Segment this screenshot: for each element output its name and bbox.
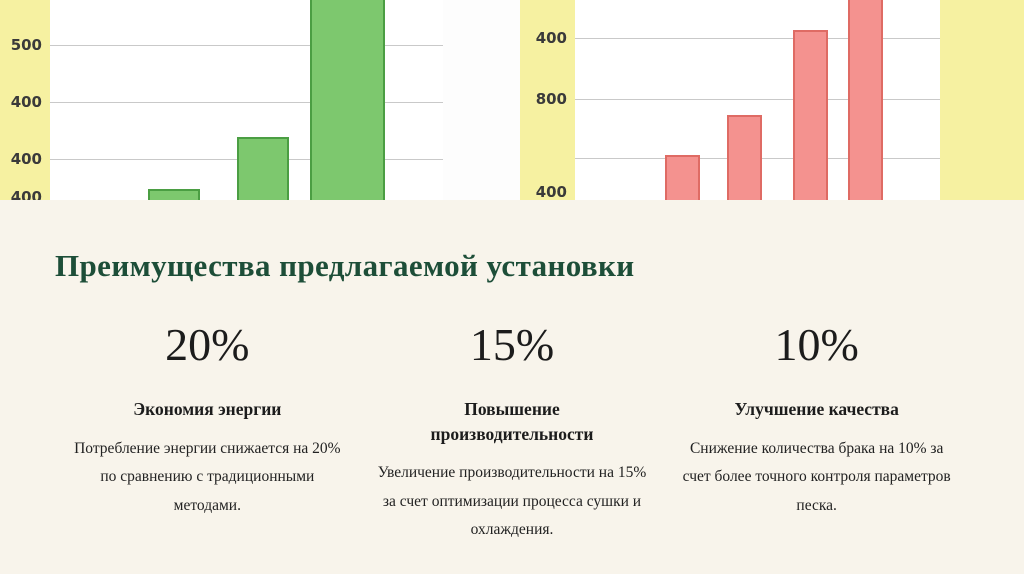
plot-area-left-chart [50,0,443,200]
advantage-description: Снижение количества брака на 10% за счет… [682,439,951,514]
bar [148,189,200,200]
percent-value: 15% [469,319,555,370]
percent-value: 10% [774,319,859,370]
advantage-heading: Улучшение качества [734,399,899,419]
gridline [575,38,940,39]
advantages-columns: 20% Экономия энергии Потребление энергии… [55,318,969,545]
advantage-description: Увеличение производительности на 15% за … [377,464,647,539]
y-axis-left-chart: 500 400 400 400 [0,0,50,200]
bar [793,30,828,200]
advantage-quality: 10% Улучшение качества Снижение количест… [664,318,969,545]
advantages-section: Преимущества предлагаемой установки 20% … [0,200,1024,574]
green-bar-chart: 500 400 400 400 [0,0,443,200]
y-axis-tick-label: 400 [535,183,567,200]
bar [237,137,289,200]
y-axis-tick-label: 400 [10,150,42,168]
y-axis-tick-label: 400 [535,29,567,47]
y-axis-tick-label: 500 [10,36,42,54]
gridline [50,102,443,103]
y-axis-tick-label: 800 [535,90,567,108]
y-axis-right-chart: 400 800 400 [520,0,575,200]
section-title: Преимущества предлагаемой установки [55,248,635,283]
percent-value: 20% [165,319,250,370]
y-axis-tick-label: 400 [10,93,42,111]
charts-row: 500 400 400 400 400 800 400 [0,0,1024,200]
advantage-description: Потребление энергии снижается на 20% по … [74,439,341,514]
advantage-heading: Повышение производительности [430,399,594,444]
pink-bar-chart: 400 800 400 [520,0,1024,200]
gridline [50,45,443,46]
advantage-energy-savings: 20% Экономия энергии Потребление энергии… [55,318,360,545]
bar [665,155,700,200]
plot-area-right-chart [575,0,940,200]
bar [310,0,385,200]
bar [848,0,883,200]
bar [727,115,762,200]
y-axis-tick-label: 400 [10,188,42,200]
advantage-productivity: 15% Повышение производительности Увеличе… [360,318,665,545]
advantage-heading: Экономия энергии [133,399,282,419]
gridline [575,99,940,100]
